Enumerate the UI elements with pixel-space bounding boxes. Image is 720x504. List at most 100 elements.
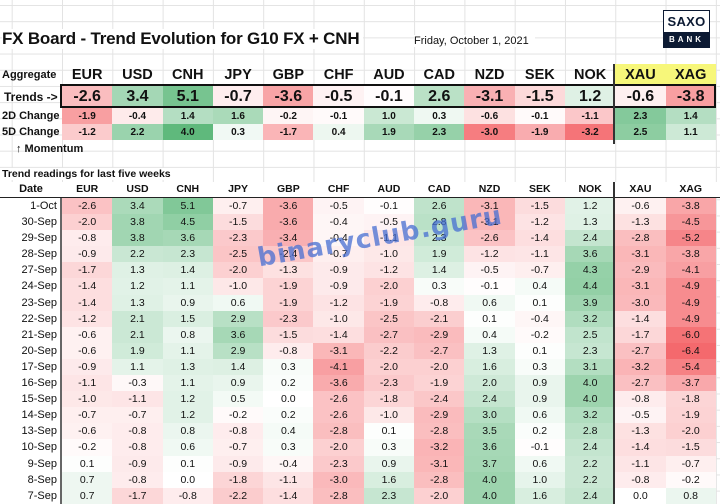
- history-value-cad: 1.4: [414, 262, 465, 279]
- history-value-sek: 0.9: [514, 375, 565, 392]
- change-5d-value-nok: -3.2: [564, 124, 616, 140]
- history-value-gbp: -3.6: [263, 198, 314, 215]
- history-row: 17-Sep -0.9 1.1 1.3 1.4 0.3 -4.1 -2.0 -2.0 1.6 0.3…: [0, 358, 720, 376]
- history-value-eur: -0.9: [62, 358, 113, 376]
- history-date: 1-Oct: [0, 198, 62, 215]
- history-value-nzd: -3.1: [464, 214, 515, 231]
- history-value-chf: -3.1: [313, 342, 364, 359]
- history-value-usd: 1.3: [112, 294, 163, 311]
- history-row: 1-Oct -2.6 3.4 5.1 -0.7 -3.6 -0.5 -0.1 2.6 -3.1 -1…: [0, 198, 720, 215]
- history-value-gbp: 0.0: [263, 391, 314, 408]
- history-value-aud: -2.0: [363, 358, 415, 376]
- history-date: 27-Sep: [0, 262, 62, 279]
- history-value-nzd: 3.6: [464, 439, 515, 456]
- currency-header-usd: USD: [122, 66, 153, 83]
- history-date: 28-Sep: [0, 246, 62, 263]
- history-value-chf: -1.2: [313, 294, 364, 311]
- history-value-jpy: -1.8: [212, 471, 264, 488]
- history-value-nzd: -0.5: [464, 262, 515, 279]
- history-value-aud: -1.0: [363, 246, 415, 263]
- history-value-nzd: -2.6: [464, 230, 515, 247]
- history-value-jpy: -0.8: [212, 423, 264, 440]
- history-value-xau: -0.6: [615, 198, 666, 215]
- history-value-xag: -0.2: [665, 471, 716, 488]
- history-value-cad: -2.4: [414, 391, 465, 408]
- page-title: FX Board - Trend Evolution for G10 FX + …: [2, 29, 364, 49]
- history-value-gbp: -0.8: [263, 342, 314, 359]
- metals-separator: [613, 64, 615, 144]
- history-value-sek: -1.4: [514, 230, 565, 247]
- history-value-gbp: -1.4: [263, 487, 314, 504]
- aggregate-header-row: Aggregate EUR USD CNH JPY GBP CHF AUD CAD NZD SEK…: [0, 64, 720, 85]
- history-value-nzd: 4.0: [464, 471, 515, 488]
- history-date: 23-Sep: [0, 294, 62, 311]
- history-value-nok: 3.1: [564, 358, 616, 376]
- history-value-cnh: 1.4: [162, 262, 213, 279]
- change-5d-value-jpy: 0.3: [212, 124, 264, 140]
- history-value-gbp: -3.6: [263, 214, 314, 231]
- history-value-cnh: 1.2: [162, 407, 213, 424]
- history-header-aud: AUD: [377, 183, 401, 195]
- history-value-sek: -1.5: [514, 198, 565, 215]
- history-value-cad: -2.1: [414, 310, 465, 327]
- change-2d-value-eur: -1.9: [62, 108, 113, 124]
- history-value-xau: -3.1: [615, 278, 666, 295]
- trend-value-xau: -0.6: [615, 85, 666, 108]
- history-value-cad: -2.0: [414, 487, 465, 504]
- history-value-jpy: -2.5: [212, 246, 264, 263]
- history-value-nok: 4.0: [564, 375, 616, 392]
- history-value-chf: -0.9: [313, 278, 364, 295]
- change-5d-value-xau: 2.5: [615, 124, 666, 140]
- history-value-nok: 4.0: [564, 391, 616, 408]
- aggregate-table: Aggregate EUR USD CNH JPY GBP CHF AUD CAD NZD SEK…: [0, 64, 720, 158]
- logo-top-text: SAXO: [667, 14, 706, 29]
- history-body: 1-Oct -2.6 3.4 5.1 -0.7 -3.6 -0.5 -0.1 2.6 -3.1 -1…: [0, 198, 720, 504]
- history-date: 10-Sep: [0, 439, 62, 456]
- trend-value-cad: 2.6: [414, 85, 465, 108]
- history-value-xau: -1.3: [615, 214, 666, 231]
- change-5d-value-cad: 2.3: [414, 124, 465, 140]
- history-value-aud: 1.6: [363, 471, 415, 488]
- history-value-chf: -0.4: [313, 214, 364, 231]
- history-value-eur: -0.8: [62, 230, 113, 247]
- history-value-xau: -1.7: [615, 326, 666, 343]
- history-value-gbp: 0.2: [263, 375, 314, 392]
- history-table: Date EUR USD CNH JPY GBP CHF AUD CAD NZD SEK NOK XA…: [0, 182, 720, 504]
- history-value-xag: -5.4: [665, 358, 716, 376]
- history-value-cnh: 1.2: [162, 391, 213, 408]
- history-value-xag: -1.8: [665, 391, 716, 408]
- history-value-chf: -1.0: [313, 310, 364, 327]
- history-value-cnh: 3.6: [162, 230, 213, 247]
- history-value-nzd: 2.0: [464, 375, 515, 392]
- history-value-xau: -3.2: [615, 358, 666, 376]
- history-value-usd: 3.8: [112, 230, 163, 247]
- history-value-cad: -2.7: [414, 342, 465, 359]
- history-value-nok: 3.2: [564, 310, 616, 327]
- history-value-sek: 0.1: [514, 342, 565, 359]
- history-value-nok: 2.3: [564, 342, 616, 359]
- history-value-usd: 2.1: [112, 326, 163, 343]
- history-value-xag: -3.8: [665, 198, 716, 215]
- history-value-usd: 1.9: [112, 342, 163, 359]
- history-value-gbp: -2.3: [263, 310, 314, 327]
- history-value-gbp: -0.4: [263, 455, 314, 472]
- history-value-gbp: -1.3: [263, 262, 314, 279]
- currency-header-sek: SEK: [524, 66, 555, 83]
- change-2d-value-cad: 0.3: [414, 108, 465, 124]
- history-value-xau: -0.8: [615, 471, 666, 488]
- history-value-nzd: 0.4: [464, 326, 515, 343]
- history-value-nzd: 4.0: [464, 487, 515, 504]
- history-value-xau: -0.5: [615, 407, 666, 424]
- history-header-jpy: JPY: [228, 183, 248, 195]
- change-5d-row: 5D Change -1.2 2.2 4.0 0.3 -1.7 0.4 1.9 2.3 -3.0…: [0, 124, 720, 140]
- history-row: 9-Sep 0.1 -0.9 0.1 -0.9 -0.4 -2.3 0.9 -3.1 3.7 0.6…: [0, 455, 720, 472]
- history-value-cnh: 1.1: [162, 342, 213, 359]
- history-value-cnh: 1.1: [162, 375, 213, 392]
- history-value-sek: 0.2: [514, 423, 565, 440]
- change-2d-value-nok: -1.1: [564, 108, 616, 124]
- history-header-nok: NOK: [578, 183, 602, 195]
- history-value-jpy: -0.7: [212, 439, 264, 456]
- history-value-sek: -0.7: [514, 262, 565, 279]
- history-value-cnh: 1.5: [162, 310, 213, 327]
- trend-value-nzd: -3.1: [464, 85, 515, 108]
